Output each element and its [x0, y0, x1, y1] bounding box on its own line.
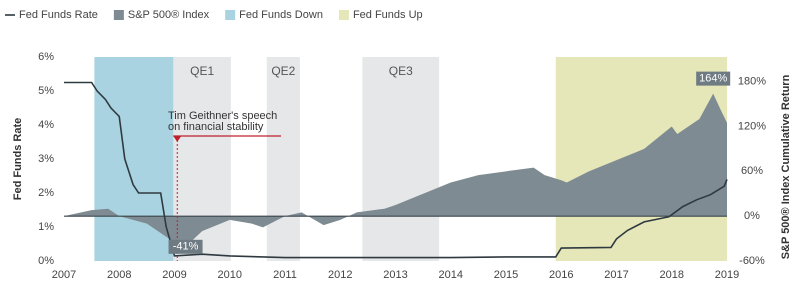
x-tick-label: 2011: [273, 269, 297, 281]
x-tick-label: 2016: [549, 269, 573, 281]
annotation-text: Tim Geithner's speech: [168, 110, 277, 122]
y-tick-label: 1%: [38, 221, 54, 233]
period-label: QE2: [271, 64, 295, 78]
x-tick-label: 2015: [494, 269, 518, 281]
y-tick-label: 6%: [38, 51, 54, 63]
y2-axis-title: S&P 500® Index Cumulative Return: [780, 74, 792, 259]
sp500-area: [64, 93, 727, 247]
y2-tick-label: 120%: [738, 120, 766, 132]
point-label-bg: [168, 239, 203, 254]
x-tick-label: 2012: [328, 269, 352, 281]
fed-funds-line: [64, 81, 728, 259]
y-tick-label: 4%: [38, 119, 54, 131]
legend-label: Fed Funds Rate: [19, 9, 98, 21]
x-tick-label: 2014: [439, 269, 463, 281]
x-tick-label: 2008: [107, 269, 131, 281]
annotation-marker: [173, 136, 182, 142]
period-label: QE1: [190, 64, 214, 78]
y2-tick-label: -60%: [739, 255, 765, 267]
y-tick-label: 0%: [38, 255, 54, 267]
y2-tick-label: 0%: [744, 210, 760, 222]
legend-label: S&P 500® Index: [128, 9, 210, 21]
x-tick-label: 2009: [162, 269, 186, 281]
legend-label: Fed Funds Down: [239, 9, 323, 21]
x-tick-label: 2018: [660, 269, 684, 281]
y-tick-label: 3%: [38, 153, 54, 165]
y-tick-label: 2%: [38, 187, 54, 199]
x-tick-label: 2010: [218, 269, 242, 281]
point-label: 164%: [699, 73, 727, 85]
x-tick-label: 2013: [383, 269, 407, 281]
period-label: QE3: [389, 64, 413, 78]
x-tick-label: 2007: [52, 269, 76, 281]
y-axis-title: Fed Funds Rate: [12, 118, 24, 201]
period-band: [266, 57, 300, 261]
y2-tick-label: 180%: [738, 76, 766, 88]
y-tick-label: 5%: [38, 85, 54, 97]
legend-swatch: [338, 10, 349, 20]
x-tick-label: 2017: [604, 269, 628, 281]
point-label-bg: [696, 71, 731, 86]
point-label: -41%: [173, 241, 199, 253]
legend-label: Fed Funds Up: [353, 9, 423, 21]
x-tick-label: 2019: [715, 269, 739, 281]
annotation-text: on financial stability: [168, 121, 264, 133]
period-band: [362, 57, 440, 261]
legend-swatch: [225, 10, 236, 20]
legend-swatch: [113, 10, 124, 20]
y2-tick-label: 60%: [741, 165, 763, 177]
